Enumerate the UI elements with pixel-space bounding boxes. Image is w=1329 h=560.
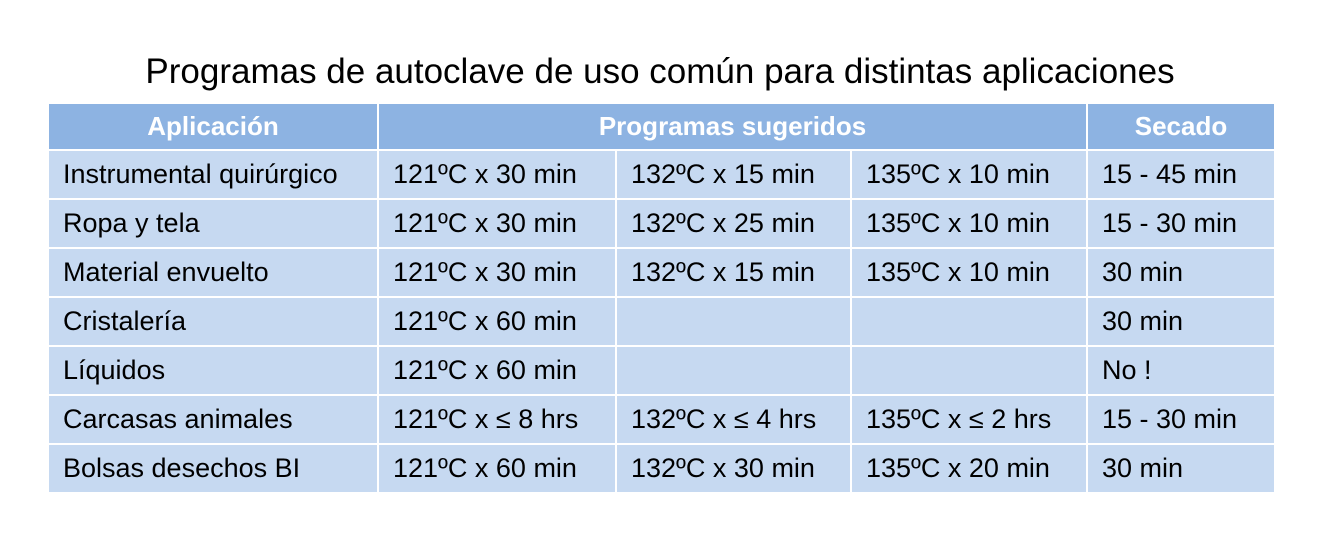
program-121-cell: 121ºC x 30 min [377,149,617,200]
table-row: Cristalería 121ºC x 60 min 30 min [47,296,1276,347]
program-121-cell: 121ºC x ≤ 8 hrs [377,394,617,445]
program-135-cell [850,345,1088,396]
application-cell: Líquidos [47,345,379,396]
program-132-cell: 132ºC x 30 min [615,443,852,494]
drying-cell: 30 min [1086,296,1276,347]
program-135-cell: 135ºC x 20 min [850,443,1088,494]
table-row: Líquidos 121ºC x 60 min No ! [47,345,1276,396]
drying-cell: 15 - 30 min [1086,198,1276,249]
application-cell: Cristalería [47,296,379,347]
program-121-cell: 121ºC x 30 min [377,198,617,249]
header-programs: Programas sugeridos [377,102,1088,151]
application-cell: Material envuelto [47,247,379,298]
table-row: Material envuelto 121ºC x 30 min 132ºC x 1… [47,247,1276,298]
table-row: Bolsas desechos BI 121ºC x 60 min 132ºC x … [47,443,1276,494]
drying-cell: 30 min [1086,247,1276,298]
header-application: Aplicación [47,102,379,151]
program-132-cell: 132ºC x 15 min [615,149,852,200]
program-132-cell [615,345,852,396]
application-cell: Instrumental quirúrgico [47,149,379,200]
autoclave-table: Aplicación Programas sugeridos Secado In… [47,102,1276,494]
program-121-cell: 121ºC x 60 min [377,443,617,494]
table-row: Instrumental quirúrgico 121ºC x 30 min 132… [47,149,1276,200]
program-132-cell: 132ºC x 25 min [615,198,852,249]
header-row: Aplicación Programas sugeridos Secado [47,102,1276,151]
program-135-cell: 135ºC x 10 min [850,198,1088,249]
application-cell: Bolsas desechos BI [47,443,379,494]
program-135-cell: 135ºC x 10 min [850,247,1088,298]
drying-cell: No ! [1086,345,1276,396]
program-121-cell: 121ºC x 60 min [377,345,617,396]
program-132-cell [615,296,852,347]
table-row: Ropa y tela 121ºC x 30 min 132ºC x 25 min 1… [47,198,1276,249]
page-title: Programas de autoclave de uso común para… [145,52,1175,91]
program-121-cell: 121ºC x 30 min [377,247,617,298]
drying-cell: 15 - 30 min [1086,394,1276,445]
application-cell: Ropa y tela [47,198,379,249]
table-row: Carcasas animales 121ºC x ≤ 8 hrs 132ºC x … [47,394,1276,445]
header-drying: Secado [1086,102,1276,151]
program-135-cell: 135ºC x 10 min [850,149,1088,200]
program-132-cell: 132ºC x 15 min [615,247,852,298]
program-135-cell: 135ºC x ≤ 2 hrs [850,394,1088,445]
program-132-cell: 132ºC x ≤ 4 hrs [615,394,852,445]
program-121-cell: 121ºC x 60 min [377,296,617,347]
program-135-cell [850,296,1088,347]
drying-cell: 15 - 45 min [1086,149,1276,200]
application-cell: Carcasas animales [47,394,379,445]
drying-cell: 30 min [1086,443,1276,494]
